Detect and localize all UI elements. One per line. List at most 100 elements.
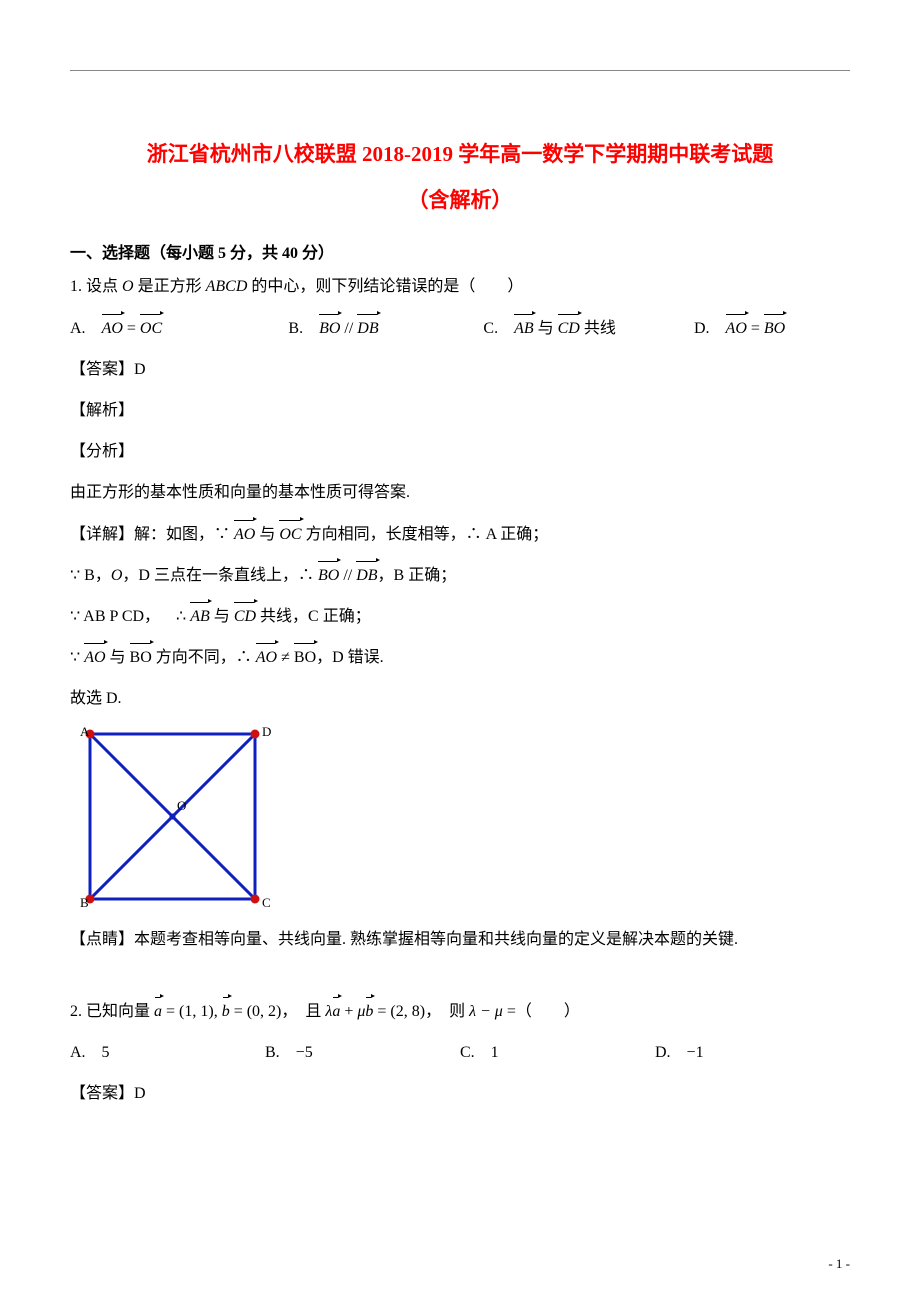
optB-label: B. bbox=[288, 320, 319, 337]
optC-rel: 与 bbox=[534, 320, 558, 337]
q1-dianjing: 【点睛】本题考查相等向量、共线向量. 熟练掌握相等向量和共线向量的定义是解决本题… bbox=[70, 922, 850, 957]
svg-text:D: D bbox=[262, 724, 271, 739]
optB-lhs: BO bbox=[319, 311, 340, 346]
q1-option-c: C. AB 与 CD 共线 bbox=[483, 311, 694, 346]
xj4-pre: ∵ bbox=[70, 649, 84, 666]
xj2-O: O bbox=[111, 567, 123, 584]
q2-expr: λ − μ bbox=[469, 1003, 503, 1020]
xj2-v2: DB bbox=[356, 558, 377, 593]
xj4-mid2: 方向不同，∴ bbox=[152, 649, 256, 666]
xj4-v1: AO bbox=[84, 640, 105, 675]
xj3-mid: 与 bbox=[210, 608, 234, 625]
answer-val: D bbox=[134, 361, 146, 378]
optD-lhs: AO bbox=[726, 311, 747, 346]
xj2-tail: ，B 正确； bbox=[378, 567, 457, 584]
q2-options: A. 5 B. −5 C. 1 D. −1 bbox=[70, 1035, 850, 1070]
q1-fenxi: 【分析】 bbox=[70, 434, 850, 469]
q2-lambda: λ bbox=[325, 1003, 332, 1020]
spacer bbox=[70, 964, 850, 988]
square-diagram: A D B C O bbox=[70, 722, 280, 912]
q1-option-a: A. AO = OC bbox=[70, 311, 288, 346]
q2-tail: =（ ） bbox=[503, 1003, 580, 1020]
q2-a-val: = (1, 1), bbox=[162, 1003, 222, 1020]
optA-rel: = bbox=[123, 320, 140, 337]
q2-answer-val: D bbox=[134, 1085, 146, 1102]
optA-lhs: AO bbox=[102, 311, 123, 346]
q1-option-d: D. AO = BO bbox=[694, 311, 850, 346]
optA-label: A. bbox=[70, 320, 102, 337]
xj2-v1: BO bbox=[318, 558, 339, 593]
svg-text:B: B bbox=[80, 895, 89, 910]
xj3-pre: ∵ AB P CD， ∴ bbox=[70, 608, 190, 625]
q1-guxuan: 故选 D. bbox=[70, 681, 850, 716]
xj2-rel: // bbox=[339, 567, 356, 584]
q1-fenxi-text: 由正方形的基本性质和向量的基本性质可得答案. bbox=[70, 475, 850, 510]
xj1-v1: AO bbox=[234, 517, 255, 552]
q1-options: A. AO = OC B. BO // DB C. AB 与 CD 共线 D. … bbox=[70, 311, 850, 346]
optC-lhs: AB bbox=[514, 311, 534, 346]
answer-label: 【答案】 bbox=[70, 361, 134, 378]
xj4-v2: BO bbox=[130, 640, 152, 675]
xj4-v4: BO bbox=[294, 640, 316, 675]
xj4-v3: AO bbox=[256, 640, 277, 675]
optB-rhs: DB bbox=[357, 311, 378, 346]
xj3-tail: 共线，C 正确； bbox=[256, 608, 371, 625]
xj2-mid1: ，D 三点在一条直线上，∴ bbox=[122, 567, 318, 584]
q2-mu: μ bbox=[357, 1003, 365, 1020]
q1-xiangjie-1: 【详解】解：如图，∵ AO 与 OC 方向相同，长度相等，∴ A 正确； bbox=[70, 517, 850, 552]
optD-label: D. bbox=[694, 320, 726, 337]
q2-prefix: 2. 已知向量 bbox=[70, 1003, 154, 1020]
svg-text:C: C bbox=[262, 895, 271, 910]
doc-title-line2: （含解析） bbox=[70, 177, 850, 223]
q1-option-b: B. BO // DB bbox=[288, 311, 483, 346]
q2-combval: = (2, 8)， 则 bbox=[373, 1003, 469, 1020]
xj1-tail: 方向相同，长度相等，∴ A 正确； bbox=[302, 526, 549, 543]
optD-rel: = bbox=[747, 320, 764, 337]
optC-rhs: CD bbox=[558, 311, 580, 346]
optA-rhs: OC bbox=[140, 311, 162, 346]
q1-stem: 1. 设点 O 是正方形 ABCD 的中心，则下列结论错误的是（ ） bbox=[70, 269, 850, 304]
q1-jiexi: 【解析】 bbox=[70, 393, 850, 428]
optC-tail: 共线 bbox=[580, 320, 616, 337]
xj2-pre: ∵ B， bbox=[70, 567, 111, 584]
optC-label: C. bbox=[483, 320, 514, 337]
top-rule bbox=[70, 70, 850, 71]
q2-b: b bbox=[222, 994, 230, 1029]
xj3-v2: CD bbox=[234, 599, 256, 634]
q1-xiangjie-3: ∵ AB P CD， ∴ AB 与 CD 共线，C 正确； bbox=[70, 599, 850, 634]
xj4-rel: ≠ bbox=[277, 649, 294, 666]
q1-stem-mid2: 的中心，则下列结论错误的是（ ） bbox=[247, 278, 523, 295]
section-heading: 一、选择题（每小题 5 分，共 40 分） bbox=[70, 239, 850, 263]
svg-text:O: O bbox=[177, 798, 186, 813]
q2-answer-label: 【答案】 bbox=[70, 1085, 134, 1102]
q1-stem-mid1: 是正方形 bbox=[134, 278, 206, 295]
q2-plus: + bbox=[340, 1003, 357, 1020]
svg-text:A: A bbox=[80, 724, 90, 739]
xj4-tail: ，D 错误. bbox=[316, 649, 384, 666]
xj-label: 【详解】解：如图， bbox=[70, 526, 214, 543]
q1-var-O: O bbox=[122, 278, 134, 295]
q1-var-ABCD: ABCD bbox=[206, 278, 248, 295]
optB-rel: // bbox=[340, 320, 357, 337]
q2-answer: 【答案】D bbox=[70, 1076, 850, 1111]
q2-option-c: C. 1 bbox=[460, 1035, 655, 1070]
xj4-mid: 与 bbox=[106, 649, 130, 666]
doc-title-line1: 浙江省杭州市八校联盟 2018-2019 学年高一数学下学期期中联考试题 bbox=[70, 131, 850, 177]
q1-xiangjie-4: ∵ AO 与 BO 方向不同，∴ AO ≠ BO，D 错误. bbox=[70, 640, 850, 675]
q2-option-a: A. 5 bbox=[70, 1035, 265, 1070]
xj3-v1: AB bbox=[190, 599, 210, 634]
q2-a2: a bbox=[332, 994, 340, 1029]
q1-answer: 【答案】D bbox=[70, 352, 850, 387]
xj1-mid: 与 bbox=[255, 526, 279, 543]
page: 浙江省杭州市八校联盟 2018-2019 学年高一数学下学期期中联考试题 （含解… bbox=[0, 0, 920, 1302]
q2-option-d: D. −1 bbox=[655, 1035, 850, 1070]
xj1-pre: ∵ bbox=[214, 526, 234, 543]
q2-b2: b bbox=[365, 994, 373, 1029]
q1-xiangjie-2: ∵ B，O，D 三点在一条直线上，∴ BO // DB，B 正确； bbox=[70, 558, 850, 593]
q2-b-val: = (0, 2)， 且 bbox=[230, 1003, 326, 1020]
xj1-v2: OC bbox=[279, 517, 301, 552]
optD-rhs: BO bbox=[764, 311, 785, 346]
q2-a: a bbox=[154, 994, 162, 1029]
q2-option-b: B. −5 bbox=[265, 1035, 460, 1070]
q2-stem: 2. 已知向量 a = (1, 1), b = (0, 2)， 且 λa + μ… bbox=[70, 994, 850, 1029]
